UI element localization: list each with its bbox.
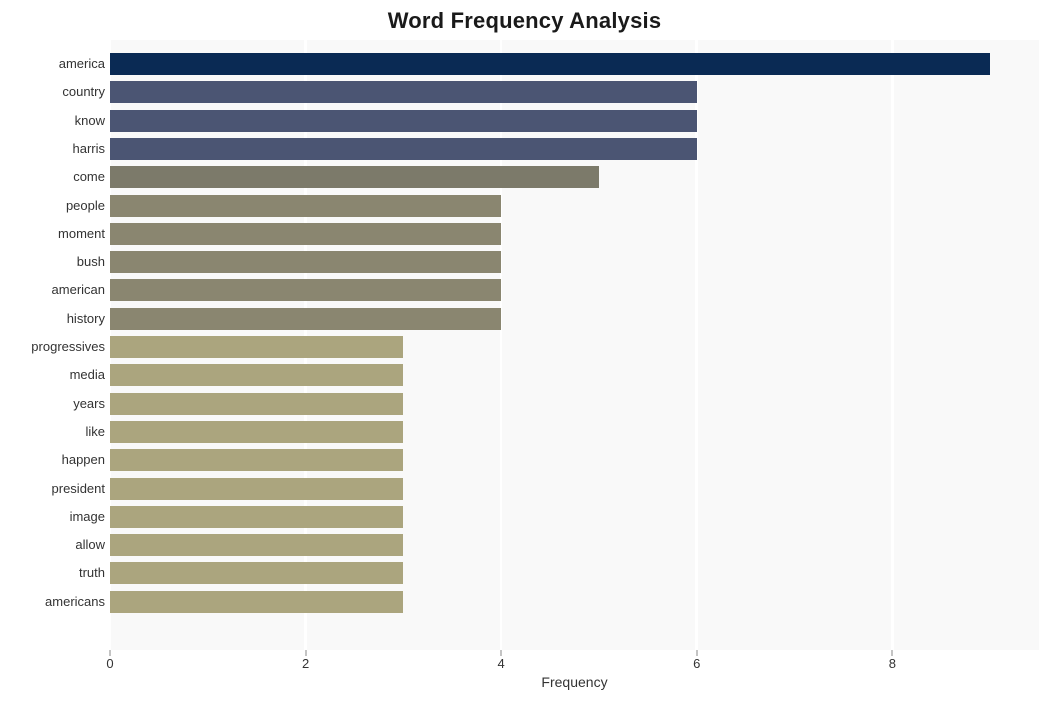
y-label-american: american (52, 279, 105, 301)
y-label-america: america (59, 53, 105, 75)
y-label-progressives: progressives (31, 336, 105, 358)
y-label-allow: allow (75, 534, 105, 556)
bar-americans (110, 591, 403, 613)
y-label-americans: americans (45, 591, 105, 613)
bars-group (110, 40, 1039, 650)
bar-president (110, 478, 403, 500)
bar-progressives (110, 336, 403, 358)
bar-american (110, 279, 501, 301)
y-label-country: country (62, 81, 105, 103)
y-label-media: media (70, 364, 105, 386)
y-label-moment: moment (58, 223, 105, 245)
y-label-know: know (75, 110, 105, 132)
bar-happen (110, 449, 403, 471)
bar-allow (110, 534, 403, 556)
chart-title: Word Frequency Analysis (0, 8, 1049, 34)
x-tick-label: 4 (498, 656, 505, 671)
x-axis: 02468 Frequency (110, 650, 1039, 701)
y-label-bush: bush (77, 251, 105, 273)
bar-come (110, 166, 599, 188)
x-axis-label: Frequency (110, 674, 1039, 690)
x-tick-label: 8 (889, 656, 896, 671)
bar-media (110, 364, 403, 386)
y-label-come: come (73, 166, 105, 188)
bar-history (110, 308, 501, 330)
x-tick-label: 2 (302, 656, 309, 671)
chart-container: Word Frequency Analysis america country kn… (0, 0, 1049, 701)
y-label-like: like (85, 421, 105, 443)
bar-like (110, 421, 403, 443)
bar-america (110, 53, 990, 75)
x-tick-label: 0 (106, 656, 113, 671)
y-label-people: people (66, 195, 105, 217)
y-label-years: years (73, 393, 105, 415)
y-label-harris: harris (72, 138, 105, 160)
plot-area (110, 40, 1039, 650)
y-label-happen: happen (62, 449, 105, 471)
bar-bush (110, 251, 501, 273)
bar-harris (110, 138, 697, 160)
y-label-history: history (67, 308, 105, 330)
y-label-image: image (70, 506, 105, 528)
bar-truth (110, 562, 403, 584)
bar-image (110, 506, 403, 528)
bar-people (110, 195, 501, 217)
x-tick-label: 6 (693, 656, 700, 671)
bar-know (110, 110, 697, 132)
y-label-president: president (52, 478, 105, 500)
y-label-truth: truth (79, 562, 105, 584)
y-axis-labels: america country know harris come people moment… (0, 40, 105, 650)
bar-country (110, 81, 697, 103)
bar-moment (110, 223, 501, 245)
bar-years (110, 393, 403, 415)
